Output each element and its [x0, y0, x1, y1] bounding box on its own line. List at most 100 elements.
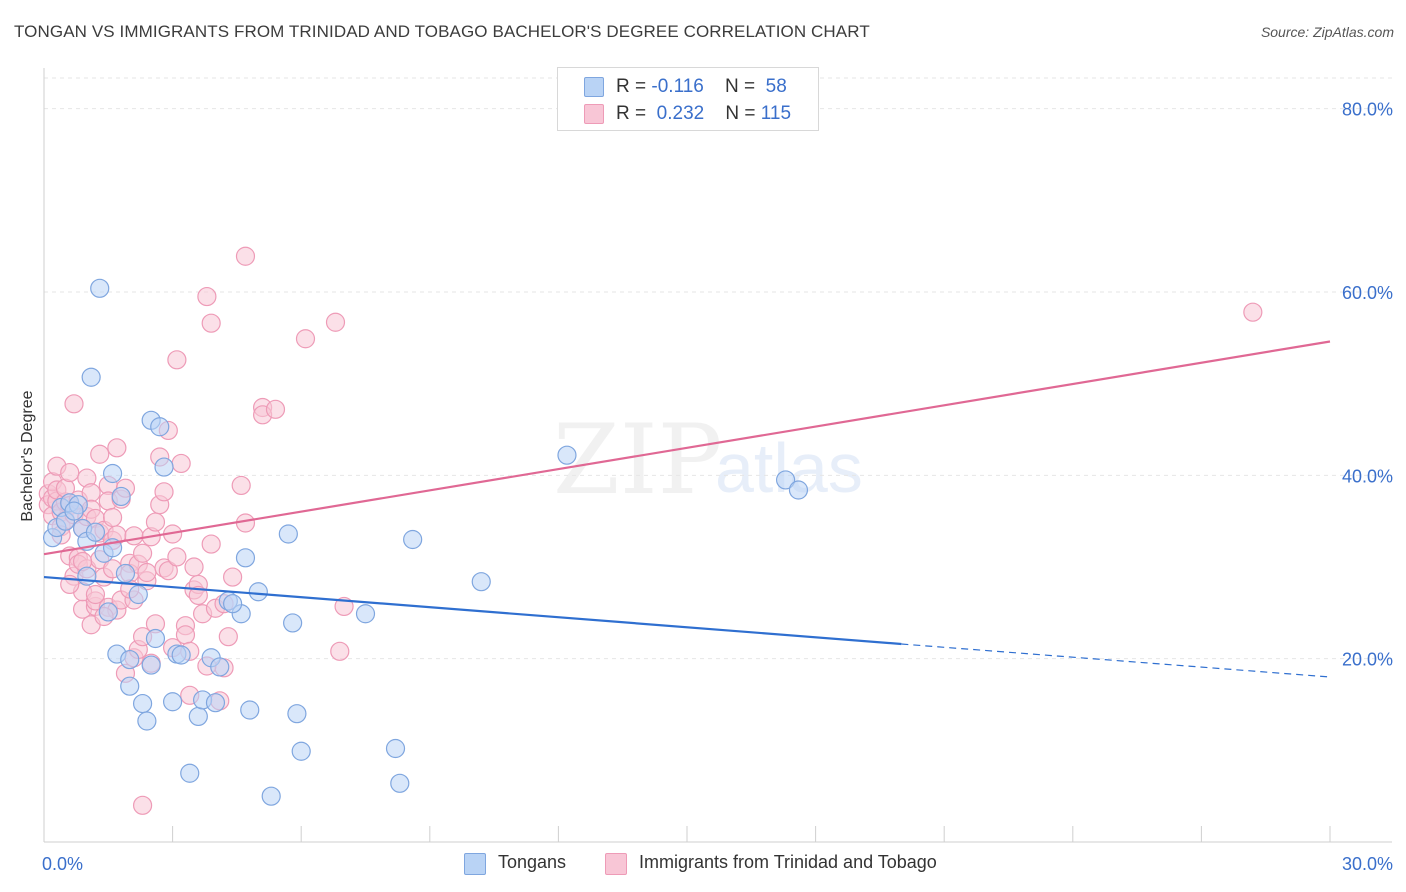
trinidad-point [218, 627, 238, 647]
x-tick-label: 30.0% [1342, 854, 1393, 874]
trinidad-point [223, 567, 243, 587]
trinidad-point [60, 462, 80, 483]
trinidad-point [158, 561, 178, 581]
tongan-point [283, 613, 303, 633]
tongan-point [137, 711, 157, 731]
trend-lines [43, 340, 1331, 678]
trinidad-point [167, 350, 187, 370]
tongan-point [287, 704, 307, 724]
tongan-point [210, 657, 230, 677]
tick-labels: 20.0% 40.0% 60.0% 80.0% 0.0% 30.0% [42, 100, 1393, 874]
tongan-point [132, 693, 153, 714]
grid-lines [44, 77, 1392, 660]
tongan-point [150, 417, 170, 437]
chart-source: Source: ZipAtlas.com [1260, 24, 1394, 40]
trinidad-point [124, 526, 144, 546]
chart-title: TONGAN VS IMMIGRANTS FROM TRINIDAD AND T… [14, 22, 870, 41]
tongan-point [403, 529, 423, 550]
trinidad-point [171, 453, 191, 474]
trinidad-trend-line [43, 340, 1331, 556]
tongan-point [120, 676, 140, 696]
stats-n-value: 58 [765, 76, 787, 97]
stats-r-value: -0.116 [651, 76, 704, 97]
legend-label-tongans: Tongans [498, 852, 567, 872]
trinidad-point [154, 482, 174, 502]
tongan-point [235, 548, 256, 568]
trinidad-point [1243, 302, 1263, 322]
trinidad-point [197, 286, 217, 307]
tongan-point [98, 602, 118, 622]
tongan-point [291, 741, 311, 761]
trinidad-point [325, 312, 346, 332]
tongan-point [111, 486, 131, 507]
tongan-point [115, 563, 136, 584]
stats-n-label: N = [725, 103, 756, 124]
y-axis-label: Bachelor's Degree [19, 390, 36, 522]
tongan-point [261, 786, 281, 806]
tongan-point [171, 645, 191, 665]
trinidad-point [201, 534, 221, 554]
stats-r-label: R = [616, 103, 647, 124]
trinidad-point [107, 438, 127, 458]
trinidad-point [167, 547, 187, 567]
tongan-point [180, 763, 200, 783]
trinidad-point [231, 475, 251, 496]
stats-n-value: 115 [760, 103, 792, 124]
tongan-point [145, 628, 166, 649]
tongan-point [128, 584, 148, 605]
y-tick-label: 40.0% [1342, 466, 1393, 486]
tongan-point [163, 692, 183, 712]
trinidad-point [132, 795, 153, 815]
axes [43, 68, 1392, 843]
tongan-point [248, 582, 268, 602]
y-tick-label: 60.0% [1342, 283, 1393, 303]
watermark-zip: ZIP [553, 404, 723, 516]
tongan-point [775, 470, 796, 490]
trinidad-point [64, 394, 84, 414]
trinidad-point [184, 557, 204, 577]
stats-box: R = -0.116 N = 58 R = 0.232 N = 115 [557, 67, 819, 131]
tongan-point [102, 463, 123, 484]
legend-label-trinidad: Immigrants from Trinidad and Tobago [639, 852, 937, 872]
y-tick-label: 20.0% [1342, 650, 1393, 670]
tongans-points [42, 278, 809, 806]
tongan-point [188, 706, 208, 727]
trinidad-points [38, 246, 1263, 815]
trinidad-point [85, 584, 106, 605]
x-tick-label: 0.0% [42, 854, 83, 874]
trinidad-point [265, 399, 286, 419]
tongan-point [77, 566, 97, 586]
tongans-swatch [584, 77, 604, 97]
trinidad-point [201, 313, 221, 333]
tongans-trend-line [43, 575, 902, 646]
stats-r-label: R = [616, 76, 647, 97]
trinidad-swatch [584, 104, 604, 124]
trinidad-point [188, 585, 208, 606]
tongan-point [471, 572, 491, 592]
tongan-point [85, 522, 106, 542]
trinidad-legend-swatch [605, 853, 627, 875]
tongan-point [278, 524, 298, 544]
trinidad-point [330, 641, 350, 661]
trinidad-point [137, 562, 157, 583]
trinidad-point [90, 444, 110, 464]
tongan-point [90, 278, 110, 298]
tongan-point [81, 367, 101, 387]
tongan-point [223, 594, 243, 614]
tongans-legend-swatch [464, 853, 486, 875]
y-tick-label: 80.0% [1342, 100, 1393, 120]
tongan-point [205, 693, 226, 713]
tongan-point [390, 773, 410, 793]
trinidad-point [295, 329, 316, 349]
tongan-point [154, 457, 174, 477]
tongans-trend-extension [901, 643, 1331, 678]
tongan-point [240, 700, 260, 720]
tongan-point [788, 480, 809, 500]
trinidad-point [132, 543, 153, 563]
trinidad-point [145, 512, 166, 532]
tongan-point [141, 655, 161, 675]
trinidad-point [175, 625, 196, 645]
stats-r-value: 0.232 [656, 103, 705, 124]
stats-n-label: N = [724, 76, 756, 97]
